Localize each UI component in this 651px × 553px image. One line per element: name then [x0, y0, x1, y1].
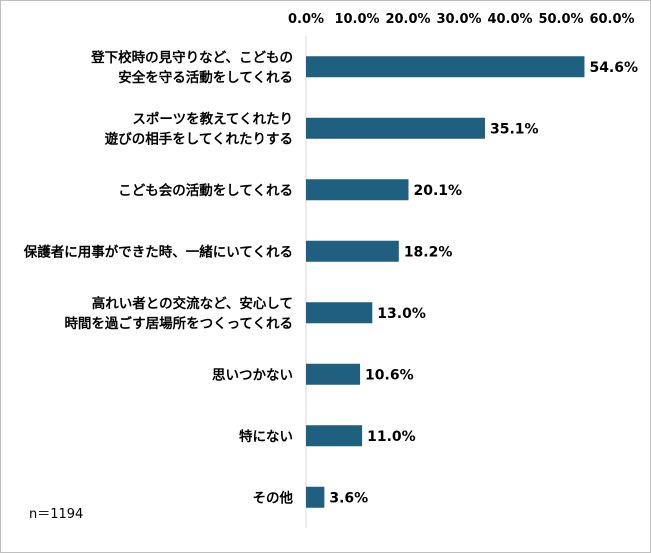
bar — [306, 425, 363, 447]
x-tick-label: 50.0% — [538, 12, 583, 27]
category-label: 保護者に用事ができた時、一緒にいてくれる — [23, 243, 293, 260]
bar-value-label: 10.6% — [365, 367, 414, 383]
category-label: 時間を過ごす居場所をつくってくれる — [64, 315, 293, 332]
bar-value-label: 20.1% — [414, 183, 463, 199]
bar-value-label: 13.0% — [377, 306, 426, 322]
category-label: 特にない — [239, 428, 293, 445]
category-label: スポーツを教えてくれたり — [132, 110, 293, 127]
category-labels: 登下校時の見守りなど、こどもの安全を守る活動をしてくれるスポーツを教えてくれたり… — [23, 49, 294, 507]
value-labels: 54.6% 35.1% 20.1% 18.2% 13.0% 10.6% 11.0% 3.6% — [329, 60, 638, 507]
bar — [306, 240, 399, 262]
sample-size-note: n＝1194 — [29, 507, 83, 522]
x-tick-label: 60.0% — [589, 12, 634, 27]
bar-value-label: 11.0% — [367, 429, 416, 445]
x-tick-label: 30.0% — [436, 12, 481, 27]
bar — [306, 302, 373, 324]
bar — [306, 117, 486, 139]
category-label: その他 — [253, 489, 294, 506]
x-tick-label: 40.0% — [487, 12, 532, 27]
x-tick-label: 20.0% — [385, 12, 430, 27]
x-tick-label: 10.0% — [334, 12, 379, 27]
category-label: 高れい者との交流など、安心して — [92, 295, 293, 312]
bar — [306, 56, 585, 78]
bar-value-label: 18.2% — [404, 244, 453, 260]
category-label: 安全を守る活動をしてくれる — [118, 69, 293, 86]
bar — [306, 179, 409, 201]
category-label: こども会の活動をしてくれる — [118, 182, 293, 199]
category-label: 思いつかない — [212, 367, 293, 383]
x-tick-label: 0.0% — [288, 12, 324, 27]
bar-value-label: 3.6% — [329, 490, 368, 506]
x-axis-ticks: 0.0% 10.0% 20.0% 30.0% 40.0% 50.0% 60.0% — [288, 12, 635, 27]
bars — [306, 56, 585, 508]
bar-value-label: 35.1% — [490, 121, 539, 137]
bar — [306, 363, 361, 385]
bar-value-label: 54.6% — [589, 60, 638, 76]
category-label: 遊びの相手をしてくれたりする — [105, 130, 293, 147]
category-label: 登下校時の見守りなど、こどもの — [90, 49, 293, 66]
bar — [306, 486, 325, 508]
